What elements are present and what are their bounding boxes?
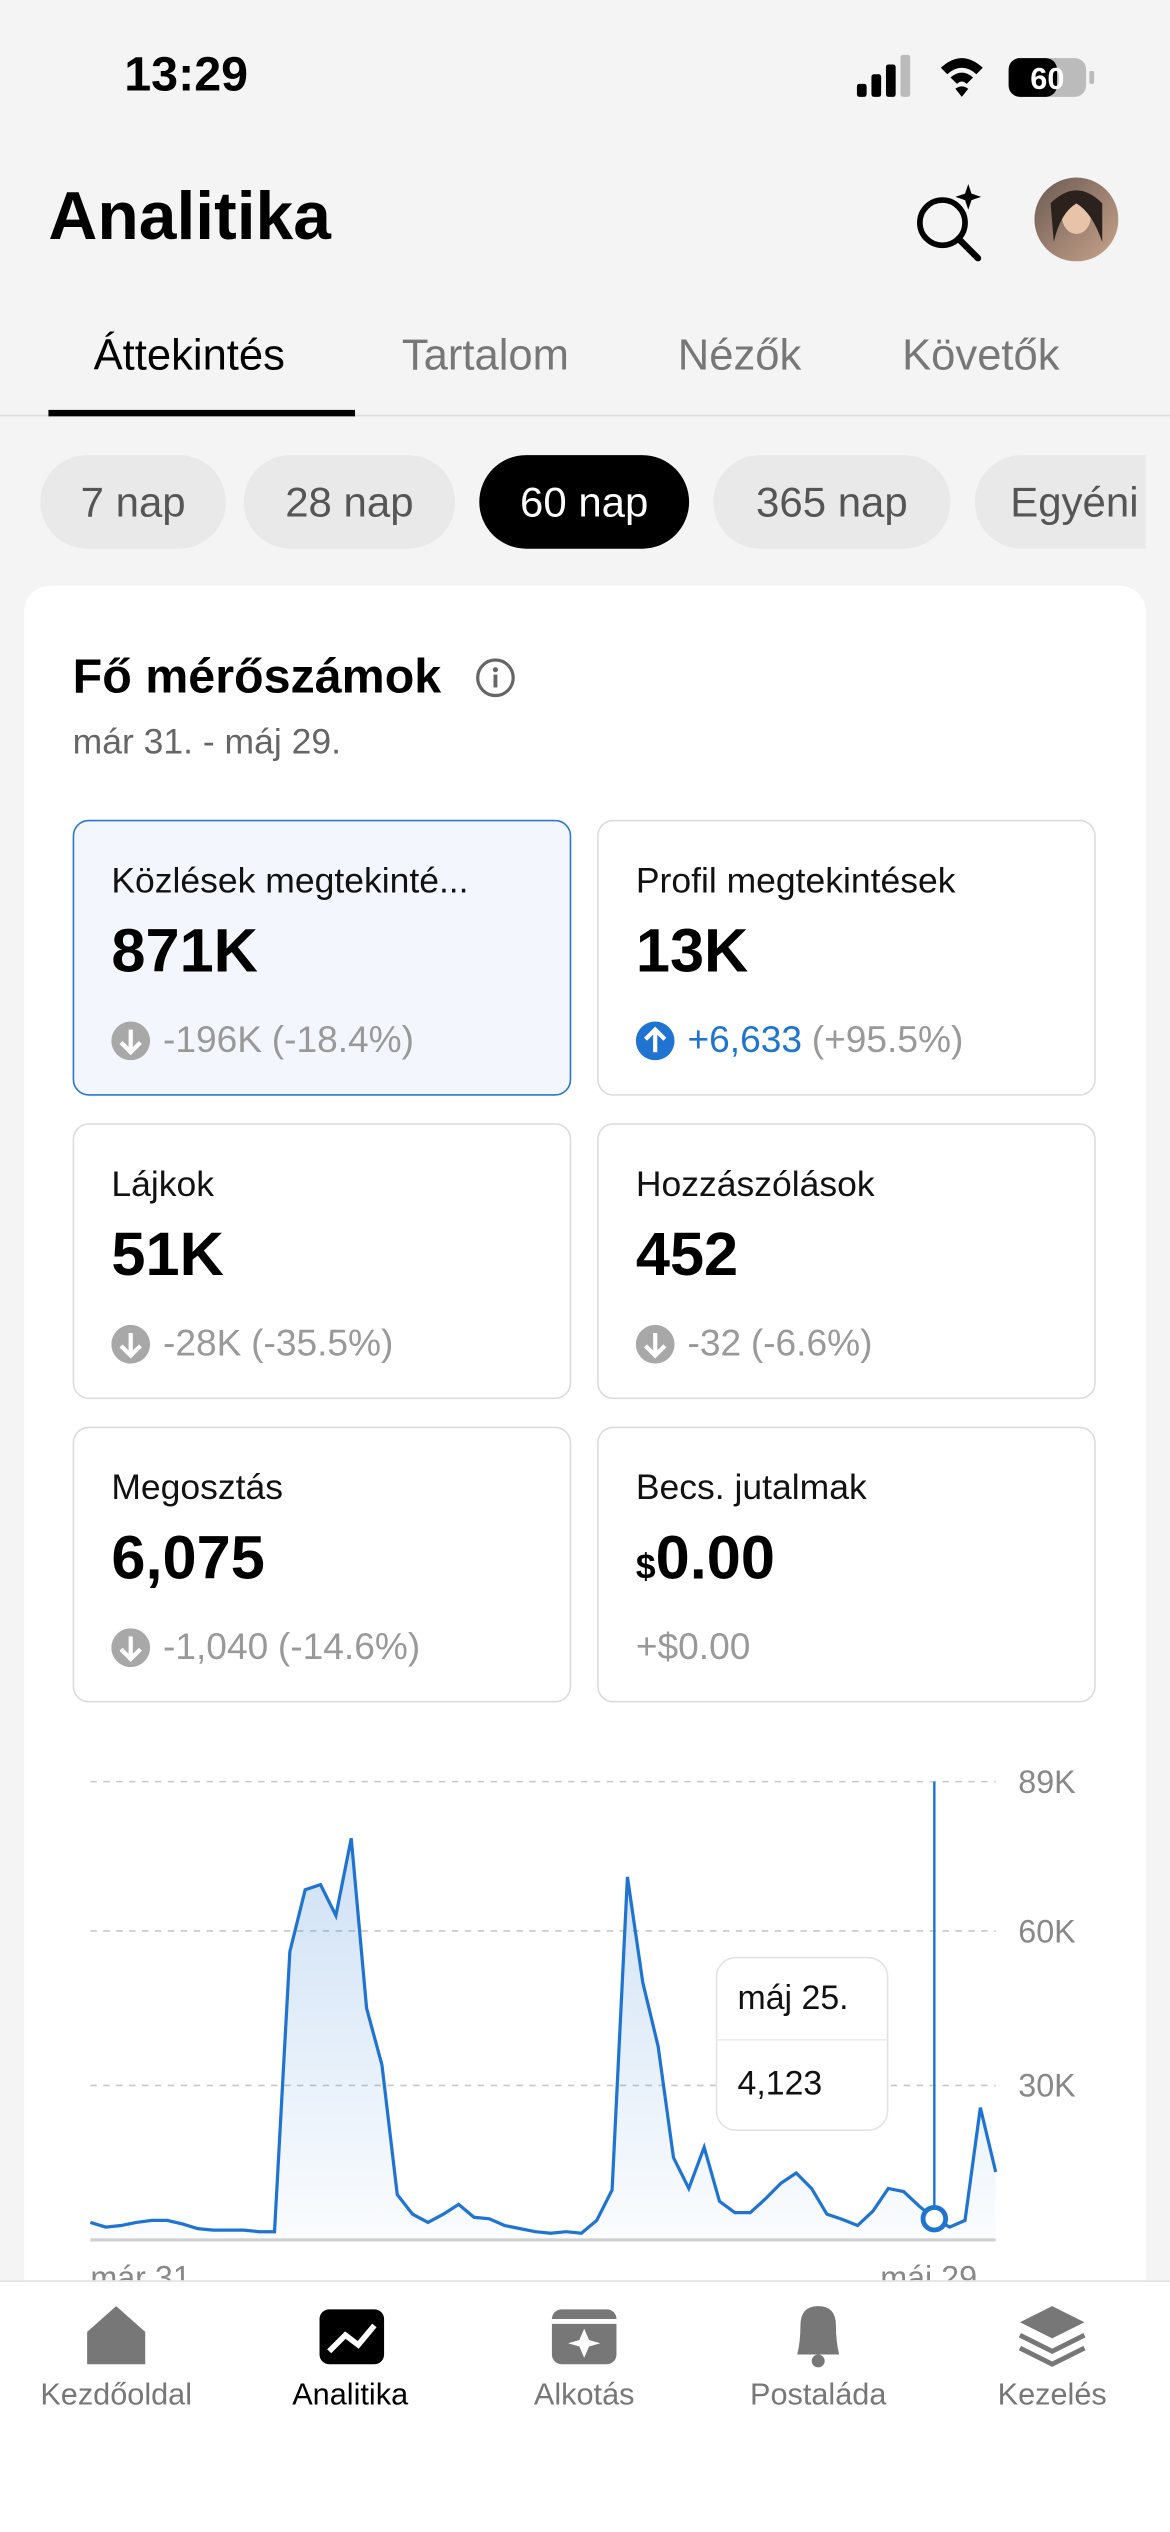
change-percent: (-14.6%) [277,1625,421,1668]
down-icon [111,1324,151,1363]
down-icon [635,1324,675,1363]
icon-arrow [119,1028,142,1055]
metric-label: Megosztás [111,1466,284,1508]
status-icons: 60 [856,54,1095,97]
range-pill[interactable]: 28 nap [243,455,456,549]
nav-label[interactable]: Kezdőoldal [40,2378,193,2413]
metric-label: Lájkok [111,1163,214,1204]
range-pill[interactable]: 60 nap [479,455,690,549]
metric-number: 13K [635,918,749,987]
tab-indicator [48,409,356,417]
metric-value: $0.00 [636,1525,775,1594]
change-percent: (+95.5%) [811,1018,964,1061]
metric-number: 452 [635,1221,739,1290]
battery-level: 60 [1030,62,1064,96]
metric-value: 51K [111,1222,224,1291]
metric-label: Becs. jutalmak [635,1466,867,1508]
metric-card: Hozzászólások 452 -32 (-6.6%) [597,1123,1096,1400]
info-icon[interactable] [474,657,516,699]
tab[interactable]: Követők [902,330,1060,380]
tooltip [715,1956,889,2132]
range-pill[interactable]: Egyéni [974,455,1146,549]
change-value: +6,633 [687,1018,803,1061]
down-icon [111,1020,151,1060]
change-value: -196K [162,1018,263,1061]
tab[interactable]: Tartalom [401,330,569,380]
range-pill[interactable]: 365 nap [713,455,951,549]
icon-arrow [119,1635,142,1662]
metric-label: Profil megtekintések [635,860,956,901]
nav-icons [87,2306,1086,2368]
down-icon [111,1627,151,1667]
hover-point [920,2204,949,2233]
inbox-icon[interactable] [797,2306,840,2355]
metric-change: -196K (-18.4%) [111,1018,414,1062]
metric-value: 871K [111,918,258,987]
metric-change: -32 (-6.6%) [635,1321,873,1366]
metric-value: 13K [636,918,749,987]
metric-label: Közlések megtekinté... [111,860,469,901]
metric-label: Hozzászólások [635,1163,875,1204]
nav-label[interactable]: Analitika [292,2378,409,2413]
icon-arrow [119,1332,142,1358]
metric-currency: $ [635,1546,656,1587]
line [89,1837,998,2235]
metric-number: 871K [111,918,258,987]
up-icon [635,1020,675,1060]
tab-divider [0,414,1170,417]
metric-change: +6,633 (+95.5%) [635,1018,964,1062]
range-pill[interactable]: 7 nap [40,455,226,549]
home-icon[interactable] [87,2306,146,2365]
metric-card: Megosztás 6,075 -1,040 (-14.6%) [72,1426,572,1703]
y-tick-label: 30K [1018,2068,1076,2104]
tooltip-value: 4,123 [738,2065,823,2103]
metric-value: 452 [636,1222,738,1291]
metric-card: Profil megtekintések 13K +6,633 (+95.5%) [597,819,1096,1096]
change-percent: (-35.5%) [251,1321,394,1364]
area [90,1838,996,2240]
change-percent: (-6.6%) [750,1321,873,1364]
metric-number: 0.00 [655,1525,775,1593]
tooltip-date: máj 25. [738,1979,849,2017]
change-value: -1,040 [162,1625,269,1668]
metric-change: +$0.00 [636,1625,751,1669]
change-value: -28K [162,1321,242,1364]
manage-icon[interactable] [1019,2306,1085,2339]
nav-label[interactable]: Alkotás [533,2378,635,2413]
metric-number: 51K [111,1221,224,1290]
metric-card: Közlések megtekinté... 871K -196K (-18.4%) [72,819,572,1096]
tab[interactable]: Nézők [677,330,802,380]
metric-value: 6,075 [111,1525,264,1594]
tab[interactable]: Áttekintés [93,330,285,380]
metric-card: Becs. jutalmak $0.00 +$0.00 [597,1426,1096,1703]
icon-arrow [644,1025,667,1052]
metric-card: Lájkok 51K -28K (-35.5%) [72,1123,572,1400]
nav-label[interactable]: Postaláda [749,2378,887,2413]
metric-change: -28K (-35.5%) [111,1322,393,1366]
avatar[interactable] [1034,177,1119,262]
page-title: Analitika [48,177,331,254]
y-tick-label: 60K [1018,1913,1076,1949]
metric-number: 6,075 [111,1525,265,1593]
card-title: Fő mérőszámok [72,650,442,704]
search-button[interactable] [907,178,991,262]
nav-label[interactable]: Kezelés [997,2378,1107,2413]
date-range: már 31. - máj 29. [72,721,341,762]
metric-change: -1,040 (-14.6%) [111,1625,420,1669]
change-value: -32 [687,1321,742,1364]
time: 13:29 [124,48,249,102]
y-tick-label: 89K [1018,1764,1076,1800]
icon-arrow [644,1332,667,1358]
change-value: +$0.00 [635,1625,751,1668]
change-percent: (-18.4%) [271,1018,415,1061]
